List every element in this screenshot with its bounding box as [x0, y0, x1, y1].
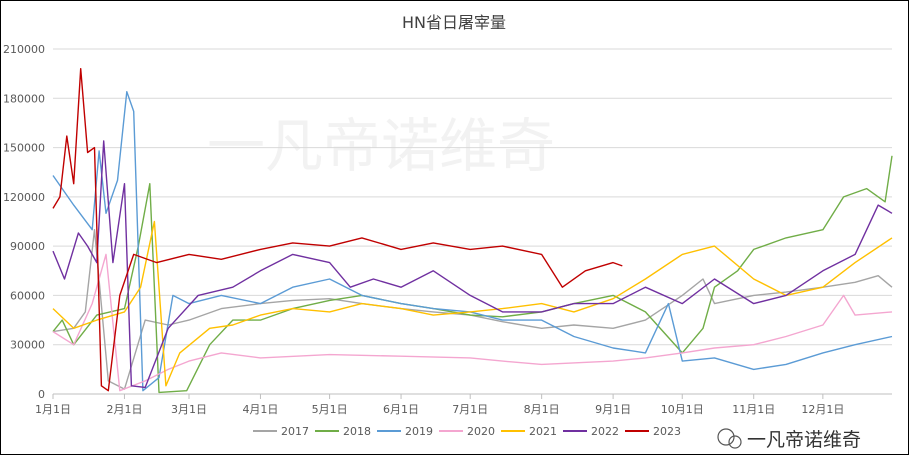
x-tick-label: 11月1日: [732, 403, 775, 416]
background-watermark: 一凡帝诺维奇: [207, 112, 555, 180]
y-tick-label: 90000: [10, 240, 45, 253]
legend-label-2022: 2022: [591, 425, 619, 438]
wechat-icon: [717, 428, 735, 446]
x-tick-label: 7月1日: [452, 403, 488, 416]
x-tick-label: 1月1日: [35, 403, 71, 416]
y-tick-label: 180000: [3, 92, 45, 105]
series-line-2023: [52, 67, 623, 392]
y-tick-label: 210000: [3, 43, 45, 56]
x-tick-label: 8月1日: [524, 403, 560, 416]
x-tick-label: 9月1日: [595, 403, 631, 416]
series-line-2018: [52, 155, 893, 394]
x-tick-label: 12月1日: [801, 403, 844, 416]
legend-label-2017: 2017: [281, 425, 309, 438]
x-tick-label: 6月1日: [383, 403, 419, 416]
series-line-2020: [52, 253, 893, 392]
x-tick-label: 10月1日: [661, 403, 704, 416]
legend-label-2023: 2023: [653, 425, 681, 438]
series-line-2019: [52, 90, 893, 392]
series-line-2021: [52, 220, 893, 387]
series-line-2022: [52, 140, 893, 389]
y-tick-label: 60000: [10, 289, 45, 302]
y-tick-label: 120000: [3, 191, 45, 204]
y-tick-label: 150000: [3, 142, 45, 155]
wechat-icon-bubble: [728, 435, 742, 449]
x-tick-label: 5月1日: [312, 403, 348, 416]
legend-label-2021: 2021: [529, 425, 557, 438]
y-tick-label: 30000: [10, 339, 45, 352]
footer-watermark: 一凡帝诺维奇: [717, 428, 861, 451]
footer-watermark-text: 一凡帝诺维奇: [747, 429, 861, 451]
x-tick-label: 3月1日: [171, 403, 207, 416]
legend-label-2018: 2018: [343, 425, 371, 438]
x-tick-label: 2月1日: [106, 403, 142, 416]
chart-title: HN省日屠宰量: [402, 13, 506, 32]
legend-label-2019: 2019: [405, 425, 433, 438]
legend-label-2020: 2020: [467, 425, 495, 438]
x-tick-label: 4月1日: [242, 403, 278, 416]
y-tick-label: 0: [38, 388, 45, 401]
